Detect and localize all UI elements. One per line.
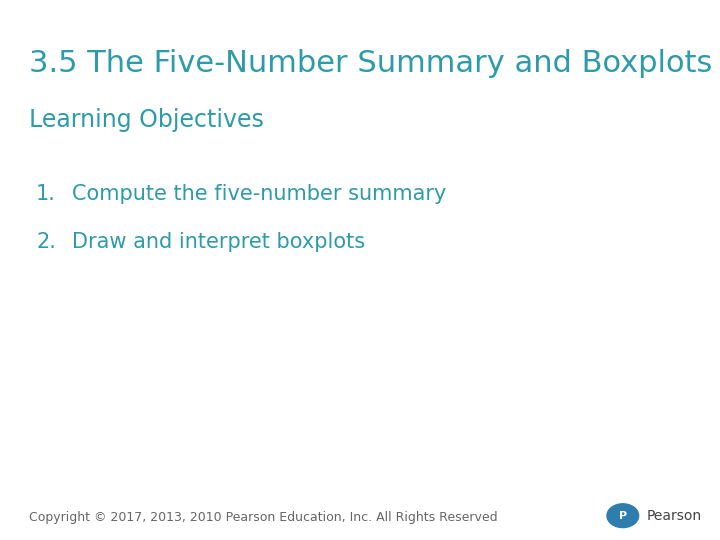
Text: P: P	[618, 511, 627, 521]
Text: 2.: 2.	[36, 232, 56, 252]
Text: Copyright © 2017, 2013, 2010 Pearson Education, Inc. All Rights Reserved: Copyright © 2017, 2013, 2010 Pearson Edu…	[29, 511, 498, 524]
Text: Compute the five-number summary: Compute the five-number summary	[72, 184, 446, 204]
Text: 3.5 The Five-Number Summary and Boxplots: 3.5 The Five-Number Summary and Boxplots	[29, 49, 712, 78]
Text: 1.: 1.	[36, 184, 56, 204]
Text: Learning Objectives: Learning Objectives	[29, 108, 264, 132]
Text: Draw and interpret boxplots: Draw and interpret boxplots	[72, 232, 365, 252]
Circle shape	[607, 504, 639, 528]
Text: Pearson: Pearson	[647, 509, 702, 523]
